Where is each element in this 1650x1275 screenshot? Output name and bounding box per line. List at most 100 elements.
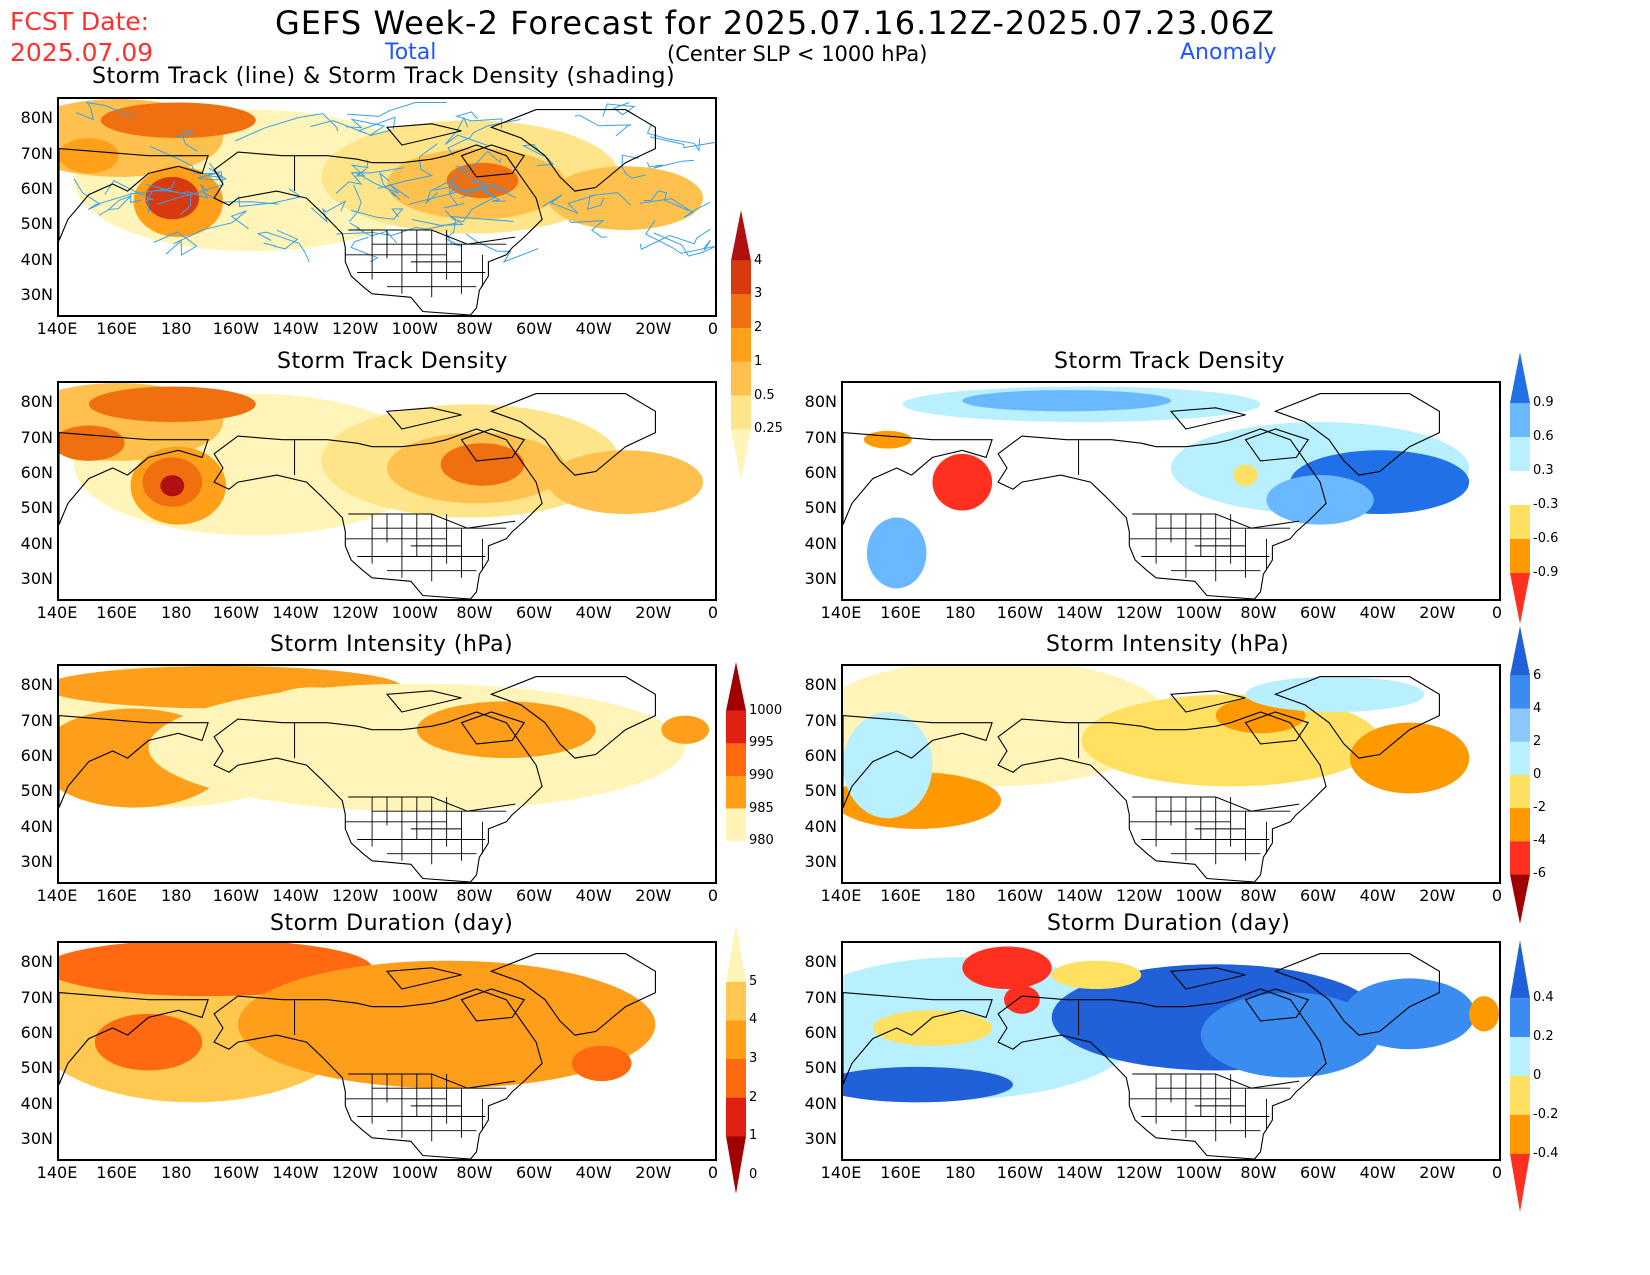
storm-track-line-52 (310, 200, 347, 224)
shading-region-8 (446, 162, 519, 199)
lon-label: 100W (391, 603, 438, 622)
colorbar-tick-label: 995 (749, 735, 774, 751)
panel-title-intensity_anom: Storm Intensity (hPa) (1046, 632, 1290, 657)
map-track (57, 97, 717, 317)
colorbar-segment (731, 260, 751, 295)
colorbar-intensity_total: 1000 995 990 985 980 (726, 662, 796, 898)
colorbar-segment (726, 981, 746, 1021)
colorbar-tick-label: -2 (1533, 800, 1546, 816)
storm-track-line-37 (75, 101, 135, 121)
shading-region-2 (843, 712, 933, 819)
storm-track-line-41 (646, 123, 701, 153)
storm-track-line-4 (433, 185, 465, 209)
lon-label: 160W (996, 1163, 1044, 1182)
colorbar-tick-label: -0.3 (1533, 497, 1559, 512)
colorbar-tick-label: 0.25 (754, 421, 783, 437)
lat-label: 80N (804, 392, 837, 412)
lon-label: 60W (515, 603, 553, 622)
colorbar-segment (1510, 1076, 1530, 1115)
lon-label: 120W (331, 886, 379, 905)
colorbar-segment (1510, 403, 1530, 437)
storm-track-line-28 (173, 210, 249, 245)
panel-title-density_total: Storm Track Density (277, 349, 508, 374)
lon-label: 140E (820, 603, 862, 622)
lon-label: 160E (96, 886, 137, 905)
lat-label: 30N (20, 1129, 53, 1149)
colorbar-svg (726, 924, 746, 1194)
lat-label: 70N (804, 427, 837, 447)
shading-region-3 (1081, 694, 1380, 787)
lat-label: 40N (804, 816, 837, 836)
map-duration_total (57, 941, 717, 1161)
lon-label: 160W (996, 886, 1044, 905)
state-borders (1129, 1074, 1291, 1142)
colorbar-tick-label: -0.9 (1533, 565, 1559, 580)
coastline (843, 676, 1440, 882)
colorbar-segment (1510, 708, 1530, 742)
storm-track-line-12 (455, 150, 502, 170)
colorbar-arrow-bottom (1510, 1153, 1530, 1212)
shading-region-4 (571, 1045, 632, 1082)
lon-label: 40W (575, 1163, 612, 1182)
coastline (843, 953, 1440, 1159)
lat-label: 30N (20, 285, 53, 305)
lon-label: 60W (515, 886, 553, 905)
state-borders (1129, 514, 1291, 582)
lon-label: 160E (96, 603, 137, 622)
colorbar-tick-label: 6 (1533, 667, 1542, 683)
forecast-date-label: FCST Date: (10, 7, 150, 36)
shading-density_anom (863, 386, 1470, 589)
lon-label: 0 (1491, 1163, 1503, 1182)
storm-track-line-32 (351, 208, 404, 220)
shading-region-6 (1245, 676, 1425, 713)
map-svg-duration_total (59, 943, 656, 1159)
lon-label: 160W (996, 603, 1044, 622)
lon-label: 180 (160, 319, 192, 338)
colorbar-duration_anom: 0.4 0.2 0 -0.2 -0.4 (1510, 940, 1580, 1220)
lon-label: 40W (1359, 886, 1396, 905)
lon-label: 120W (331, 1163, 379, 1182)
colorbar-arrow-bottom (726, 1136, 746, 1194)
lon-label: 140W (1056, 886, 1103, 905)
anomaly-column-label: Anomaly (1180, 40, 1277, 65)
shading-region-3 (1004, 985, 1040, 1014)
shading-region-4 (548, 450, 704, 515)
colorbar-arrow-top (1510, 626, 1530, 676)
colorbar-segment (1510, 437, 1530, 471)
colorbar-tick-label: 4 (749, 1012, 758, 1028)
lat-label: 30N (804, 569, 837, 589)
lon-label: 180 (944, 1163, 976, 1182)
lat-label: 60N (804, 1023, 837, 1043)
canada-us-border (348, 229, 516, 245)
colorbar-tick-label: 5 (749, 973, 758, 989)
storm-track-line-13 (335, 167, 404, 194)
colorbar-tick-label: 0 (1533, 1068, 1542, 1083)
lon-label: 160E (880, 1163, 921, 1182)
colorbar-svg (726, 662, 746, 890)
colorbar-arrow-bottom (731, 429, 751, 480)
storm-track-line-30 (99, 195, 131, 216)
lat-label: 60N (804, 746, 837, 766)
storm-track-line-0 (350, 159, 369, 177)
storm-track-line-45 (263, 229, 299, 250)
storm-track-line-16 (104, 179, 154, 213)
lat-label: 70N (20, 143, 53, 163)
lon-label: 160E (880, 886, 921, 905)
shading-region-2 (962, 946, 1052, 990)
colorbar-tick-label: -6 (1533, 866, 1546, 882)
lon-label: 0 (1491, 603, 1503, 622)
panel-title-track: Storm Track (line) & Storm Track Density… (92, 64, 676, 89)
lat-label: 80N (20, 108, 53, 128)
shading-region-5 (327, 978, 387, 1021)
colorbar-tick-label: 0.5 (754, 387, 775, 403)
storm-track-line-10 (350, 236, 379, 263)
shading-region-4 (416, 701, 596, 759)
lat-label: 70N (20, 427, 53, 447)
storm-track-line-8 (345, 118, 392, 137)
lat-label: 40N (20, 249, 53, 269)
lon-label: 60W (515, 319, 553, 338)
shading-region-8 (1233, 464, 1258, 486)
colorbar-tick-label: 1 (754, 353, 763, 369)
storm-track-line-24 (425, 167, 471, 205)
colorbar-segment (731, 395, 751, 430)
